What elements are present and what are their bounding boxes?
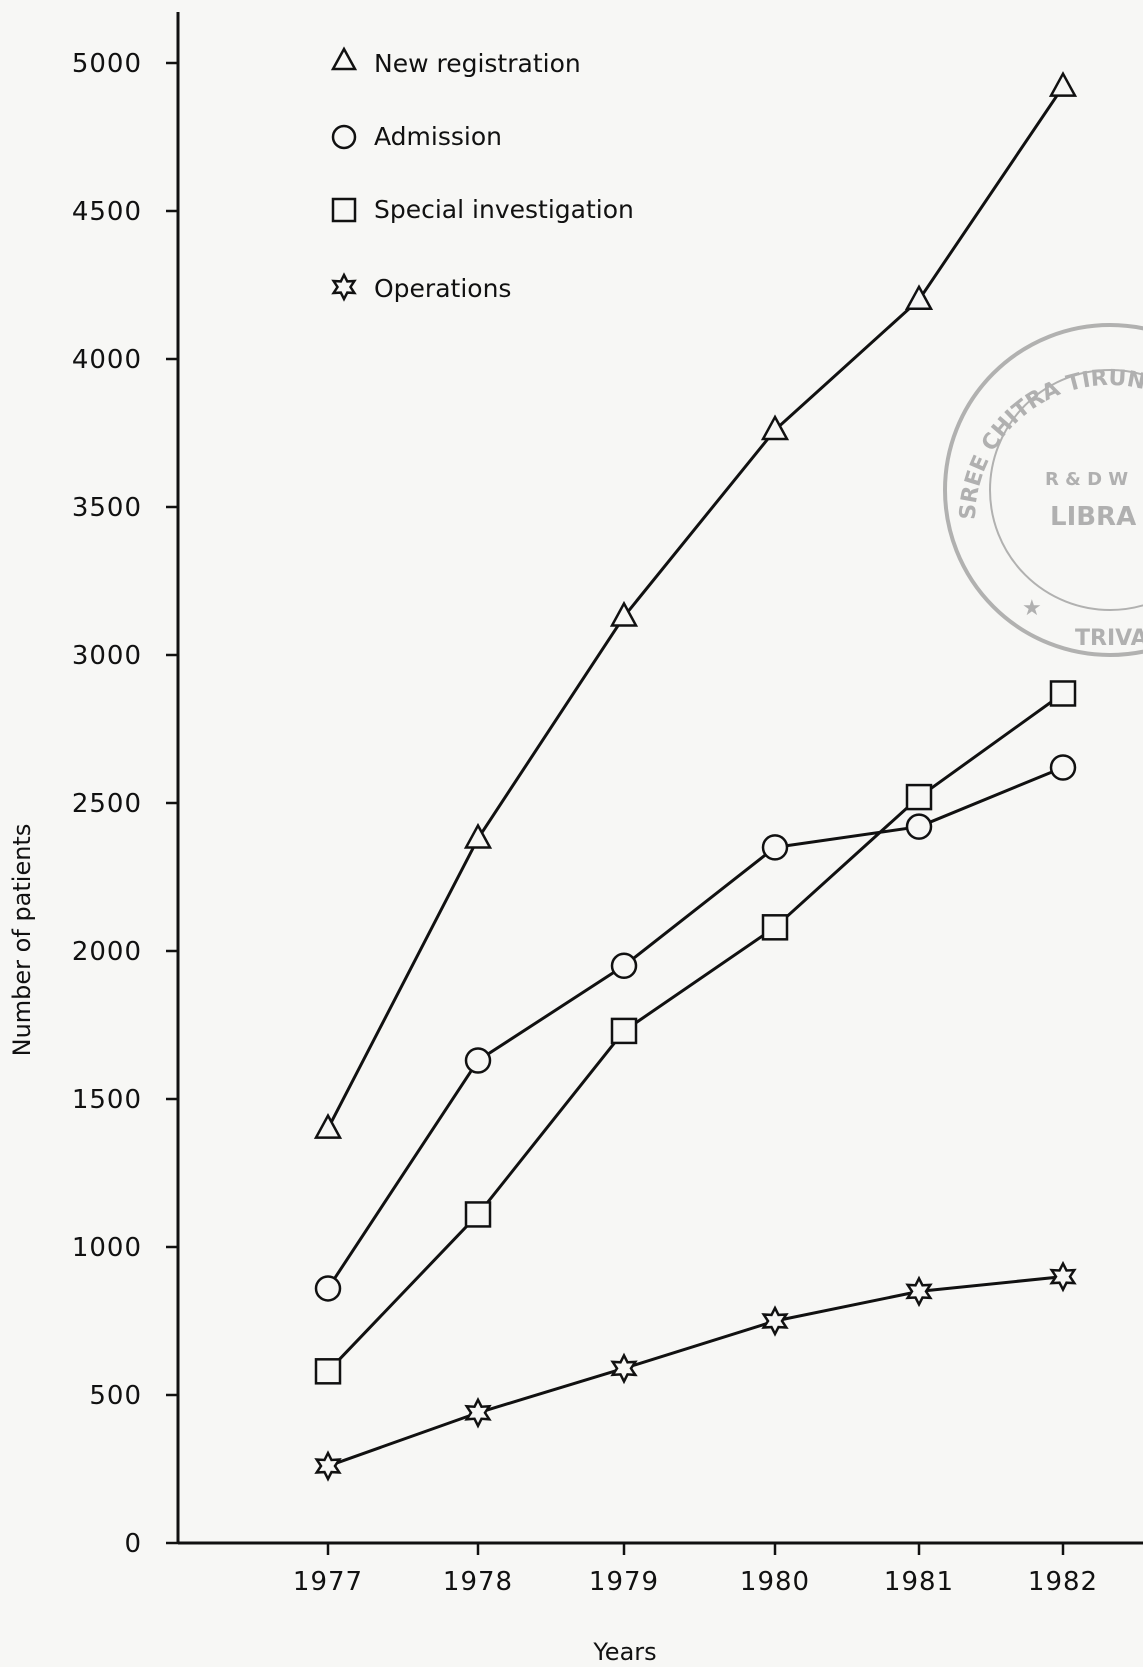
x-tick-label: 1977	[293, 1567, 363, 1597]
x-tick-label: 1981	[884, 1567, 954, 1597]
x-tick-label: 1978	[443, 1567, 513, 1597]
y-tick-label: 500	[89, 1381, 142, 1411]
legend-label: Admission	[374, 122, 502, 151]
legend-square-marker	[331, 197, 357, 223]
series-special-investigation	[314, 680, 1077, 1385]
circle-marker	[610, 952, 638, 980]
library-stamp: SREE CHITRA TIRUNAL M R & D W LIBRA ★ TR…	[943, 323, 1143, 657]
star-marker	[610, 1352, 638, 1385]
y-ticks: 0 500 1000 1500 2000 2500 3000 3500 4000 4500 5000	[72, 49, 178, 1559]
square-marker	[464, 1201, 492, 1228]
series-admission	[314, 754, 1077, 1302]
triangle-marker	[1048, 71, 1078, 97]
series-line	[326, 85, 1065, 1130]
legend-label: Special investigation	[374, 195, 634, 224]
stamp-inner-ring	[989, 369, 1143, 611]
x-tick-label: 1979	[589, 1567, 659, 1597]
star-marker	[464, 1397, 492, 1429]
star-marker	[314, 1450, 342, 1482]
series-layer	[313, 71, 1078, 1482]
square-marker	[761, 914, 789, 941]
y-tick-label: 1000	[72, 1233, 142, 1263]
circle-marker	[1049, 754, 1077, 781]
triangle-marker	[609, 600, 639, 627]
legend-triangle-marker	[330, 46, 358, 71]
stamp-text-middle-1: R & D W	[1045, 469, 1128, 490]
triangle-marker	[313, 1112, 343, 1139]
star-marker	[905, 1275, 933, 1308]
series-new-registration	[313, 71, 1078, 1139]
triangle-marker	[463, 822, 493, 849]
x-ticks: 1977 1978 1979 1980 1981 1982	[293, 1543, 1098, 1597]
y-tick-label: 3500	[72, 493, 142, 523]
triangle-marker	[904, 284, 934, 311]
y-tick-label: 4500	[72, 197, 142, 227]
legend-label: New registration	[374, 49, 581, 78]
circle-marker	[314, 1275, 342, 1302]
y-axis-title: Number of patients	[8, 824, 36, 1057]
stamp-text-middle-2: LIBRA	[1050, 502, 1136, 532]
legend-item-admission: Admission	[331, 122, 502, 151]
legend-circle-marker	[331, 124, 357, 150]
y-tick-label: 4000	[72, 345, 142, 375]
square-marker	[610, 1017, 638, 1045]
square-marker	[905, 783, 933, 811]
legend-item-new-registration: New registration	[330, 46, 581, 78]
series-line	[326, 692, 1064, 1373]
legend-star-marker	[331, 272, 357, 302]
circle-marker	[464, 1047, 492, 1074]
x-tick-label: 1980	[740, 1567, 810, 1597]
circle-marker	[761, 834, 789, 861]
circle-marker	[905, 813, 933, 840]
stamp-outer-ring	[943, 323, 1143, 657]
stamp-text-bottom: TRIVA	[1075, 626, 1143, 651]
stamp-star-icon: ★	[1022, 596, 1042, 621]
triangle-marker	[760, 414, 790, 441]
legend: New registration Admission Special inves…	[330, 46, 634, 303]
x-axis-title: Years	[592, 1638, 656, 1666]
stamp-text-top: SREE CHITRA TIRUNAL M	[956, 366, 1143, 521]
y-tick-label: 0	[124, 1529, 142, 1559]
square-marker	[1049, 680, 1077, 707]
legend-label: Operations	[374, 274, 511, 303]
y-tick-label: 2000	[72, 937, 142, 967]
star-marker	[1049, 1260, 1077, 1293]
x-tick-label: 1982	[1028, 1567, 1098, 1597]
y-tick-label: 1500	[72, 1085, 142, 1115]
y-tick-label: 5000	[72, 49, 142, 79]
square-marker	[314, 1358, 342, 1385]
series-line	[326, 766, 1064, 1290]
legend-item-operations: Operations	[331, 272, 511, 303]
series-operations	[314, 1260, 1077, 1482]
legend-item-special-investigation: Special investigation	[331, 195, 634, 224]
y-tick-label: 2500	[72, 789, 142, 819]
star-marker	[761, 1305, 789, 1337]
series-line	[327, 1275, 1064, 1468]
y-tick-label: 3000	[72, 641, 142, 671]
